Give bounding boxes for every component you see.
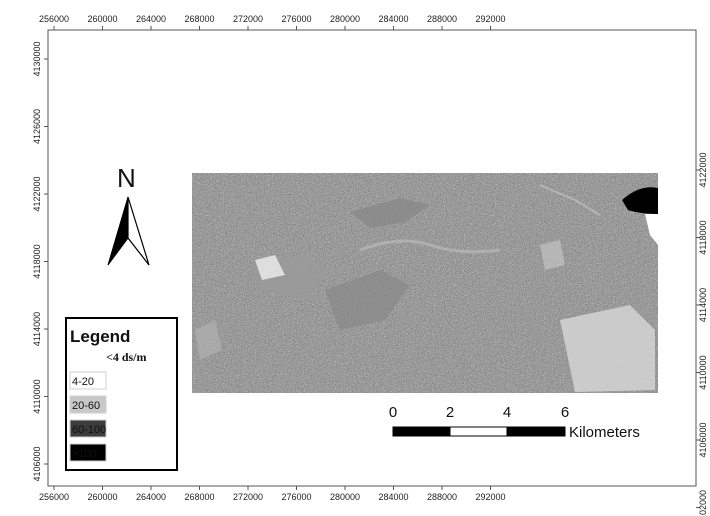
bottom-tick-label: 280000 xyxy=(330,492,360,502)
raster-road xyxy=(539,184,601,216)
left-tick-label: 4126000 xyxy=(32,109,42,144)
right-axis-ticks: 4122000 4118000 4114000 4110000 4106000 41020… xyxy=(696,152,708,516)
bottom-tick-label: 260000 xyxy=(87,492,117,502)
left-tick-label: 4114000 xyxy=(32,312,42,346)
right-tick-label: 4122000 xyxy=(698,152,708,187)
scale-label: 0 xyxy=(389,404,397,421)
scale-segment-1 xyxy=(392,426,451,437)
top-tick-label: 280000 xyxy=(330,14,360,24)
bottom-axis-ticks: 256000 260000 264000 268000 272000 276000 2800… xyxy=(39,486,506,502)
raster-light-patch xyxy=(325,270,410,330)
legend-title: Legend xyxy=(70,327,130,346)
left-tick-label: 4118000 xyxy=(32,244,42,278)
legend-swatch xyxy=(70,348,106,365)
left-tick-label: 4122000 xyxy=(32,176,42,211)
raster-light-patch xyxy=(195,320,222,360)
bottom-tick-label: 284000 xyxy=(378,492,408,502)
top-tick-label: 288000 xyxy=(427,14,457,24)
legend: Legend <4 ds/m 4-20 20-60 60-100 >100 xyxy=(65,317,178,471)
legend-item-label: >100 xyxy=(72,448,97,460)
map-frame xyxy=(47,29,697,487)
legend-swatch xyxy=(69,443,107,462)
bottom-tick-label: 276000 xyxy=(281,492,311,502)
raster-light-patch xyxy=(540,240,565,270)
left-tick-label: 4110000 xyxy=(32,379,42,413)
top-tick-label: 256000 xyxy=(39,14,69,24)
legend-swatch xyxy=(69,371,107,390)
raster-light-patch xyxy=(560,305,655,392)
left-tick-label: 4106000 xyxy=(32,446,42,481)
scale-segment-2 xyxy=(449,426,508,437)
right-tick-label: 4110000 xyxy=(698,355,708,389)
legend-swatch xyxy=(69,395,107,414)
legend-item-label: 4-20 xyxy=(72,376,94,388)
bottom-tick-label: 268000 xyxy=(184,492,214,502)
right-tick-label: 4102000 xyxy=(698,490,708,516)
legend-item-label: 20-60 xyxy=(72,400,100,412)
top-tick-label: 260000 xyxy=(87,14,117,24)
top-tick-label: 272000 xyxy=(233,14,263,24)
legend-item-label: 60-100 xyxy=(72,424,106,436)
bottom-tick-label: 292000 xyxy=(475,492,505,502)
top-tick-label: 268000 xyxy=(184,14,214,24)
bottom-tick-label: 264000 xyxy=(136,492,166,502)
legend-item-label: <4 ds/m xyxy=(106,350,147,364)
scale-label: 2 xyxy=(446,404,454,421)
north-arrow: N xyxy=(107,163,150,266)
north-arrow-left-half xyxy=(107,196,129,266)
raster-light-patch xyxy=(255,255,285,280)
raster-light-patch xyxy=(350,198,430,228)
scale-bar: 0 2 4 6 Kilometers xyxy=(389,404,640,441)
raster-dark-waterbody xyxy=(622,187,658,214)
legend-swatch xyxy=(69,419,107,438)
scale-unit-label: Kilometers xyxy=(569,424,640,441)
bottom-tick-label: 288000 xyxy=(427,492,457,502)
right-tick-label: 4114000 xyxy=(698,288,708,322)
bottom-tick-label: 272000 xyxy=(233,492,263,502)
north-arrow-right-half xyxy=(127,196,150,266)
scale-label: 6 xyxy=(561,404,569,421)
right-tick-label: 4118000 xyxy=(698,220,708,254)
left-tick-label: 4130000 xyxy=(32,41,42,76)
top-tick-label: 276000 xyxy=(281,14,311,24)
raster-white-gap xyxy=(645,214,658,245)
top-axis-ticks: 256000 260000 264000 268000 272000 276000 2800… xyxy=(39,14,506,30)
bottom-tick-label: 256000 xyxy=(39,492,69,502)
scale-label: 4 xyxy=(503,404,511,421)
right-tick-label: 4106000 xyxy=(698,422,708,457)
top-tick-label: 264000 xyxy=(136,14,166,24)
left-axis-ticks: 4130000 4126000 4122000 4118000 4114000 41100… xyxy=(32,41,48,482)
top-tick-label: 292000 xyxy=(475,14,505,24)
north-label: N xyxy=(117,163,136,193)
raster-road xyxy=(359,239,501,254)
top-tick-label: 284000 xyxy=(378,14,408,24)
salinity-raster xyxy=(192,173,658,393)
scale-segment-3 xyxy=(506,426,566,437)
